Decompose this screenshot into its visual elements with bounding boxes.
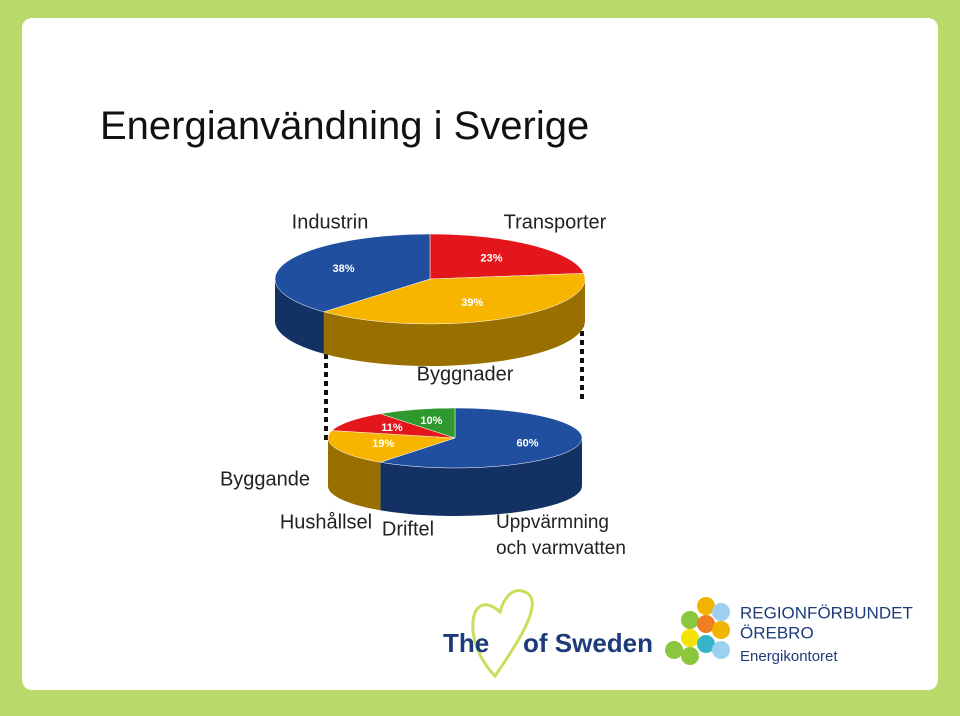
category-label: Byggnader (417, 363, 514, 385)
data-label: 11% (381, 422, 403, 434)
category-label: Hushållsel (280, 511, 372, 533)
logo-text: The (443, 628, 489, 658)
slide-title: Energianvändning i Sverige (100, 104, 590, 148)
pie-slice (380, 407, 583, 469)
pie-slice (380, 407, 456, 439)
logo-text: Energikontoret (740, 648, 838, 665)
logo-text: of Sweden (523, 628, 653, 658)
hex-logo (665, 597, 730, 665)
pie-slice (331, 413, 456, 439)
category-label: Industrin (292, 211, 369, 233)
data-label: 39% (461, 297, 483, 309)
data-label: 60% (516, 437, 538, 449)
category-label: Uppvärmning och varmvatten (496, 512, 626, 559)
pie-slice (429, 233, 585, 280)
category-label: Transporter (504, 211, 607, 233)
pie-slice (327, 430, 456, 463)
data-label: 19% (372, 438, 394, 450)
category-label: Byggande (220, 468, 310, 490)
logo-text: REGIONFÖRBUNDET (740, 603, 913, 622)
pie-side (275, 279, 324, 354)
pie-side (328, 438, 381, 511)
pie-side (380, 438, 582, 517)
data-label: 10% (420, 415, 442, 427)
pie-side (323, 279, 585, 366)
pie-slice (322, 273, 586, 325)
data-label: 23% (480, 253, 502, 265)
logo-text: ÖREBRO (740, 623, 814, 642)
pie-slice (274, 233, 431, 313)
heart-logo (471, 589, 534, 679)
category-label: Driftel (382, 518, 434, 540)
data-label: 38% (333, 263, 355, 275)
